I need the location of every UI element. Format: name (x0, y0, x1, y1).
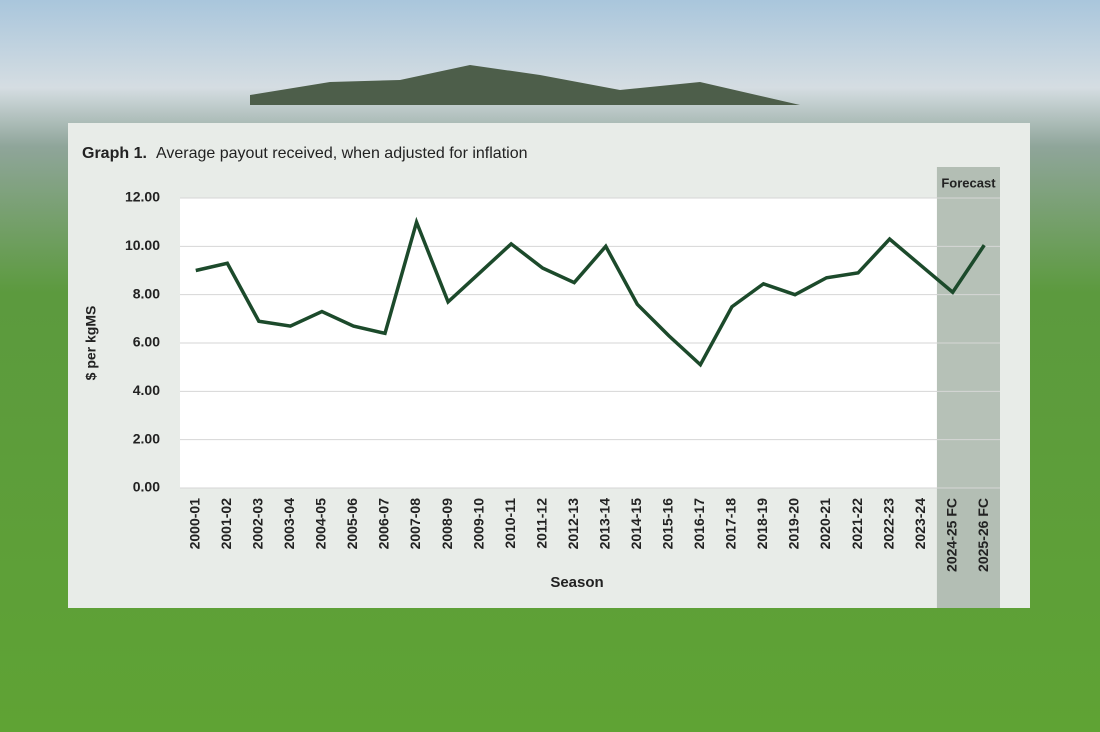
x-tick-label: 2005-06 (344, 498, 360, 550)
y-tick-label: 2.00 (133, 430, 160, 446)
x-tick-label: 2025-26 FC (975, 498, 991, 572)
x-tick-label: 2001-02 (218, 498, 234, 550)
data-line (195, 216, 986, 368)
x-tick-label: 2012-13 (565, 498, 581, 550)
x-tick-label: 2011-12 (533, 498, 549, 549)
x-tick-label: 2002-03 (250, 498, 266, 550)
x-tick-label: 2020-21 (817, 498, 833, 550)
x-tick-label: 2003-04 (281, 498, 297, 550)
y-tick-label: 8.00 (133, 285, 160, 301)
x-tick-label: 2010-11 (502, 498, 518, 549)
chart-title: Average payout received, when adjusted f… (156, 145, 528, 162)
y-tick-label: 12.00 (125, 189, 160, 205)
x-tick-label: 2018-19 (754, 498, 770, 550)
x-tick-label: 2008-09 (439, 498, 455, 550)
x-tick-label: 2000-01 (186, 498, 202, 550)
x-tick-label: 2013-14 (596, 498, 612, 550)
x-tick-label: 2022-23 (880, 498, 896, 550)
y-tick-label: 0.00 (133, 479, 160, 495)
x-tick-label: 2006-07 (376, 498, 392, 550)
title-prefix: Graph 1. (82, 145, 147, 162)
forecast-band (936, 167, 1000, 608)
y-tick-label: 4.00 (133, 382, 160, 398)
y-axis-label: $ per kgMS (83, 306, 99, 381)
x-axis-label: Season (550, 574, 603, 591)
x-tick-label: 2009-10 (470, 498, 486, 550)
x-tick-label: 2023-24 (912, 498, 928, 550)
x-tick-label: 2021-22 (849, 498, 865, 550)
x-tick-label: 2007-08 (407, 498, 423, 550)
x-tick-label: 2014-15 (628, 498, 644, 550)
x-tick-label: 2024-25 FC (943, 498, 959, 572)
y-tick-label: 6.00 (133, 334, 160, 350)
forecast-label: Forecast (941, 175, 996, 190)
x-tick-label: 2015-16 (660, 498, 676, 550)
y-tick-label: 10.00 (125, 237, 160, 253)
x-tick-label: 2019-20 (786, 498, 802, 550)
x-tick-label: 2016-17 (691, 498, 707, 550)
x-tick-label: 2004-05 (313, 498, 329, 550)
x-tick-label: 2017-18 (723, 498, 739, 550)
mountains (250, 65, 800, 105)
